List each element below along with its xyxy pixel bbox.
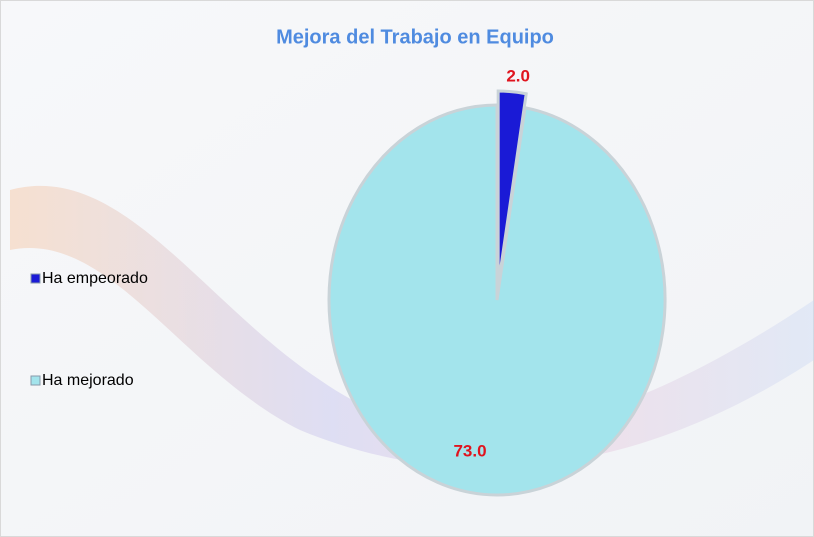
chart-title: Mejora del Trabajo en Equipo (276, 26, 554, 48)
legend-swatch (30, 273, 41, 284)
data-label: 73.0 (453, 441, 486, 460)
pie-slice (327, 103, 667, 497)
legend-label: Ha mejorado (42, 372, 134, 389)
decoration (10, 185, 814, 468)
data-label: 2.0 (506, 67, 530, 86)
legend-label: Ha empeorado (42, 270, 148, 287)
legend: Ha empeorado Ha mejorado (30, 270, 148, 389)
legend-swatch (30, 375, 41, 386)
pie: 2.0 73.0 (327, 67, 667, 497)
